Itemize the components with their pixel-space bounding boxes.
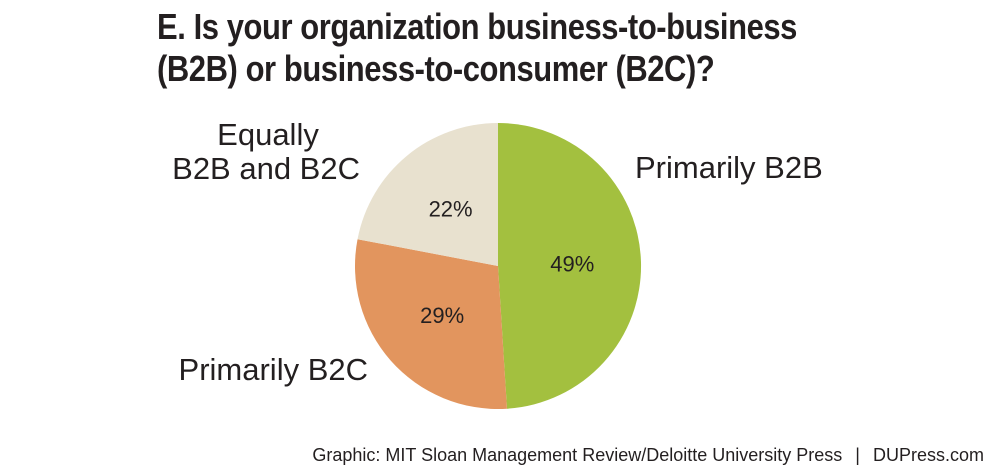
pie-category-labels: Primarily B2B Primarily B2C Equally B2B and… <box>172 117 823 387</box>
pie-value-label-primarily-b2c: 29% <box>420 303 464 328</box>
pie-category-label-line: Primarily B2B <box>635 150 823 185</box>
pie-slices <box>354 122 642 410</box>
pie-slice-equally-b2b-and-b2c <box>357 123 498 266</box>
pie-category-label-line: Equally <box>217 117 319 152</box>
pie-category-label-line: Primarily B2C <box>179 352 368 387</box>
chart-title-line-1: E. Is your organization business-to-busi… <box>157 6 797 47</box>
chart-title: E. Is your organization business-to-busi… <box>157 6 862 90</box>
pie-category-label-primarily-b2b: Primarily B2B <box>635 150 823 185</box>
pie-value-label-primarily-b2b: 49% <box>550 252 594 277</box>
pie-category-label-primarily-b2c: Primarily B2C <box>179 352 368 387</box>
pie-slice-primarily-b2b <box>498 122 642 409</box>
source-note: Graphic: MIT Sloan Management Review/Del… <box>312 444 984 466</box>
pie-value-label-equally-b2b-and-b2c: 22% <box>429 197 473 222</box>
pie-value-labels: 49% 29% 22% <box>420 197 594 329</box>
pie-category-label-line: B2B and B2C <box>172 151 360 186</box>
pie-slice-primarily-b2c <box>354 239 507 410</box>
pie-category-label-equally-b2b-and-b2c: Equally B2B and B2C <box>172 117 360 186</box>
source-separator: | <box>855 445 860 465</box>
source-credit: Graphic: MIT Sloan Management Review/Del… <box>312 445 843 465</box>
source-site: DUPress.com <box>872 445 984 465</box>
chart-title-line-2: (B2B) or business-to-consumer (B2C)? <box>157 48 715 89</box>
